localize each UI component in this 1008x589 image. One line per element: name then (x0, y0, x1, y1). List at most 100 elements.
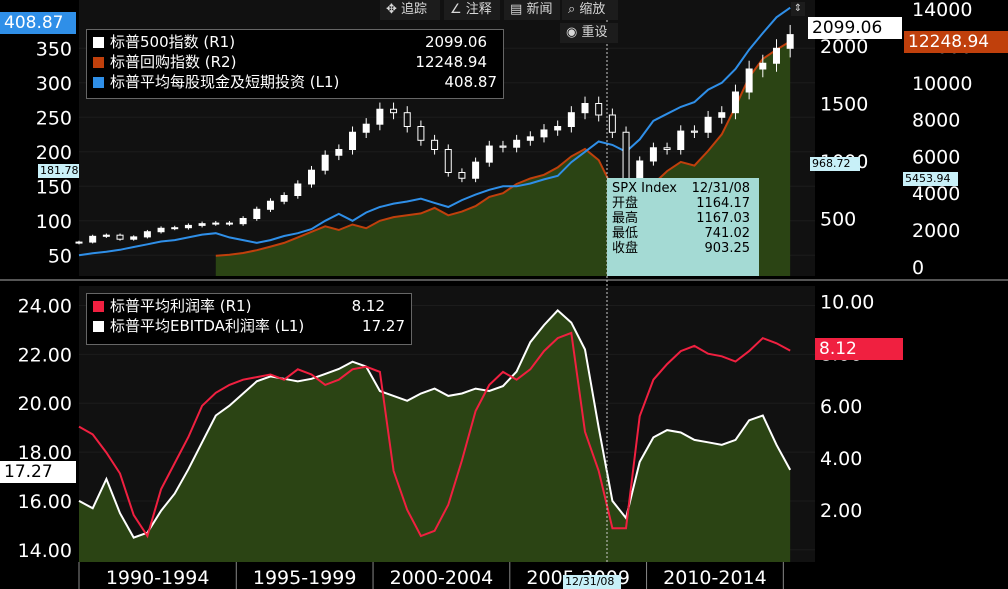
legend-label: 标普平均每股现金及短期投资 (L1) (110, 73, 340, 91)
spx-candle-body (499, 145, 507, 148)
spx-candle-body (349, 131, 357, 150)
spx-candle-body (513, 139, 521, 148)
tooltip-date: 12/31/08 (691, 181, 750, 196)
spx-candle-body (362, 123, 370, 133)
legend-swatch (93, 321, 104, 332)
legend-value: 2099.06 (424, 33, 487, 51)
legend-value: 408.87 (444, 73, 498, 91)
spx-candle-body (526, 136, 534, 141)
spx-candle-body (266, 200, 274, 210)
spx-candle-body (759, 62, 767, 70)
tick-label-right1: 1500 (820, 94, 868, 116)
tick-label-left: 16.00 (18, 491, 72, 513)
tick-label-right2: 8000 (912, 110, 960, 132)
legend-item-cash: 标普平均每股现金及短期投资 (L1) 408.87 (93, 72, 497, 92)
spx-candle-body (116, 234, 124, 240)
buyback-area-line (215, 40, 791, 257)
spx-candle-body (444, 149, 452, 173)
tick-label-right2: 2000 (912, 220, 960, 242)
legend-value: 17.27 (362, 317, 405, 335)
annotate-button[interactable]: ∠ 注释 (444, 0, 500, 20)
ebitda-area-line (78, 309, 792, 539)
legend-item-spx: 标普500指数 (R1) 2099.06 (93, 32, 497, 52)
legend-value: 12248.94 (415, 53, 487, 71)
tick-label-left: 14.00 (18, 540, 72, 562)
cursor-readout-cash: 181.78 (38, 164, 79, 178)
legend-item-profit-margin: 标普平均利润率 (R1) 8.12 (93, 296, 405, 316)
spx-candle-body (690, 130, 698, 133)
tick-label-right: 6.00 (820, 396, 862, 418)
tick-label-left: 300 (36, 73, 72, 95)
tick-label-right: 10.00 (820, 292, 874, 314)
x-period-label: 1995-1999 (253, 567, 357, 589)
spx-candle-body (649, 147, 657, 162)
buyback-last-value-tag: 12248.94 (904, 31, 1008, 53)
tick-label-right2: 4000 (912, 183, 960, 205)
track-button[interactable]: ✥ 追踪 (380, 0, 440, 20)
tooltip-value: 1164.17 (696, 196, 750, 211)
reset-button[interactable]: ◉ 重设 (560, 23, 618, 43)
spx-candle-body (102, 234, 110, 237)
zoom-button[interactable]: ⌕ 缩放 (562, 0, 618, 20)
spx-candle-body (75, 241, 83, 244)
tooltip-value: 741.02 (704, 226, 751, 241)
tick-label-left: 100 (36, 211, 72, 233)
spx-candle-body (307, 169, 315, 185)
spx-last-value-tag: 2099.06 (808, 17, 902, 39)
tick-label-left: 18.00 (18, 442, 72, 464)
legend-swatch (93, 37, 104, 48)
tick-label-right: 4.00 (820, 448, 862, 470)
x-period-label: 2010-2014 (663, 567, 767, 589)
spx-candles (75, 24, 794, 245)
cash-line (78, 6, 791, 257)
cursor-readout-buyback: 5453.94 (903, 172, 958, 186)
legend-label: 标普平均利润率 (R1) (110, 297, 252, 315)
x-axis: 1990-19941995-19992000-20042005-20092010… (78, 562, 784, 589)
tick-label-left: 250 (36, 107, 72, 129)
spx-candle-body (321, 154, 329, 171)
legend-label: 标普500指数 (R1) (110, 33, 236, 51)
tick-label-right1: 2000 (820, 36, 868, 58)
spx-candle-body (253, 208, 261, 220)
panel-menu-icon[interactable]: ⇕ (791, 2, 805, 16)
legend-swatch (93, 77, 104, 88)
tick-label-left: 350 (36, 38, 72, 60)
spx-candle-body (472, 161, 480, 179)
spx-candle-body (198, 223, 206, 226)
spx-candle-body (171, 227, 179, 230)
tick-label-right2: 0 (912, 257, 924, 279)
spx-candle-body (390, 108, 398, 114)
legend-label: 标普平均EBITDA利润率 (L1) (110, 317, 305, 335)
spx-candle-body (595, 103, 603, 116)
spx-candle-body (431, 139, 439, 151)
tick-label-right2: 14000 (912, 0, 972, 21)
spx-candle-body (622, 131, 630, 185)
legend-swatch (93, 57, 104, 68)
legend-value: 8.12 (351, 297, 385, 315)
tooltip-row-close: 收盘 903.25 (612, 241, 754, 256)
spx-candle-body (184, 224, 192, 229)
tick-label-left: 150 (36, 176, 72, 198)
tooltip-label: 开盘 (612, 196, 639, 211)
tick-label-left: 22.00 (18, 344, 72, 366)
spx-candle-body (417, 126, 425, 141)
spx-candle-body (772, 47, 780, 64)
spx-candle-body (663, 147, 671, 150)
spx-candle-body (225, 222, 233, 225)
profit-margin-last-value-tag: 8.12 (815, 338, 903, 360)
spx-candle-body (554, 126, 562, 131)
x-period-label: 1990-1994 (106, 567, 210, 589)
tooltip-row-open: 开盘 1164.17 (612, 196, 754, 211)
tooltip-row-low: 最低 741.02 (612, 226, 754, 241)
tick-label-right: 2.00 (820, 500, 862, 522)
news-button[interactable]: ▤ 新闻 (504, 0, 560, 20)
legend-label: 标普回购指数 (R2) (110, 53, 237, 71)
x-period-label: 2000-2004 (390, 567, 494, 589)
spx-candle-body (143, 231, 151, 238)
spx-candle-body (677, 130, 685, 151)
cursor-readout-spx: 968.72 (810, 157, 860, 171)
spx-candle-body (157, 227, 165, 233)
spx-candle-body (335, 149, 343, 156)
legend-swatch (93, 301, 104, 312)
spx-candle-body (745, 68, 753, 93)
